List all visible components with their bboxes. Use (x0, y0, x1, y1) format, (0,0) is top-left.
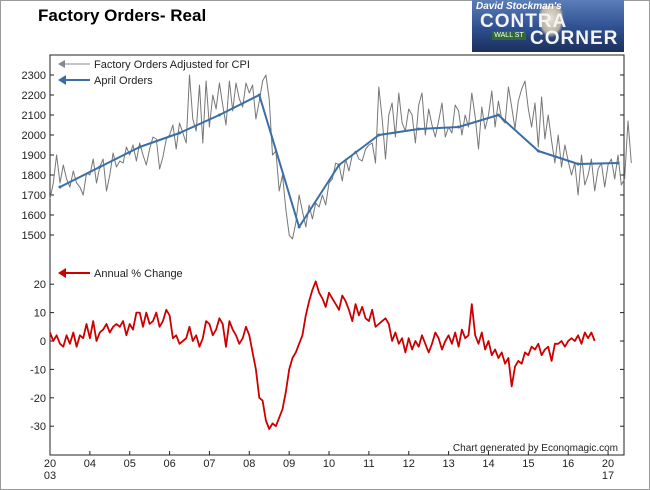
x-tick-label: 13 (442, 458, 454, 470)
x-tick-label: 05 (124, 458, 136, 470)
x-tick-label: 20 (44, 458, 56, 470)
april-orders-point (98, 165, 102, 169)
credit-text: Chart generated by Economagic.com (453, 443, 618, 454)
april-orders-point (576, 162, 580, 166)
y-tick-label-top: 1700 (22, 190, 46, 202)
x-tick-label: 08 (243, 458, 255, 470)
x-tick-label: 09 (283, 458, 295, 470)
x-tick-label: 11 (363, 458, 374, 470)
y-tick-label-bottom: -10 (30, 364, 46, 376)
april-orders-point (138, 145, 142, 149)
april-orders-point (178, 131, 182, 135)
y-tick-label-bottom: 0 (40, 336, 46, 348)
y-tick-label-bottom: -20 (30, 393, 46, 405)
y-tick-label-top: 1600 (22, 210, 46, 222)
x-tick-label: 15 (522, 458, 534, 470)
plot-area-border (49, 54, 625, 456)
x-tick-label: 04 (84, 458, 96, 470)
y-tick-label-top: 2300 (22, 70, 46, 82)
y-tick-label-bottom: 10 (34, 308, 46, 320)
y-tick-label-bottom: 20 (34, 279, 46, 291)
y-tick-label-top: 1800 (22, 170, 46, 182)
x-tick-label: 06 (163, 458, 175, 470)
x-tick-label: 16 (562, 458, 574, 470)
x-tick-label: 07 (203, 458, 215, 470)
april-orders-point (417, 127, 421, 131)
logo-line1: David Stockman's (476, 1, 562, 12)
april-orders-point (58, 185, 62, 189)
april-orders-point (297, 225, 301, 229)
contra-corner-logo: David Stockman's CONTRA WALL ST CORNER (472, 0, 624, 52)
april-orders-point (377, 133, 381, 137)
y-tick-label-top: 1900 (22, 150, 46, 162)
y-tick-label-top: 2000 (22, 130, 46, 142)
x-tick-label: 10 (323, 458, 335, 470)
logo-line3: CORNER (530, 28, 619, 49)
april-orders-point (257, 93, 261, 97)
legend-orders-label: Factory Orders Adjusted for CPI (94, 59, 250, 71)
april-orders-point (337, 163, 341, 167)
y-tick-label-bottom: -30 (30, 421, 46, 433)
series-annual-change-line (49, 280, 596, 430)
series-april-orders-line (59, 94, 619, 228)
series-factory-orders-line (49, 74, 632, 240)
y-tick-label-top: 2200 (22, 90, 46, 102)
capitol-dome-icon (538, 6, 564, 38)
x-tick-label-sub: 17 (602, 470, 614, 482)
x-tick-label-sub: 03 (44, 470, 56, 482)
april-orders-point (217, 113, 221, 117)
x-tick-label: 12 (403, 458, 415, 470)
april-orders-point (457, 125, 461, 129)
april-orders-point (536, 149, 540, 153)
y-tick-label-top: 2100 (22, 110, 46, 122)
logo-line2: CONTRA (480, 11, 568, 32)
april-orders-point (616, 161, 620, 165)
legend-orders-arrow-icon (58, 60, 65, 68)
x-tick-label: 14 (482, 458, 494, 470)
april-orders-point (496, 113, 500, 117)
legend-april-label: April Orders (94, 75, 153, 87)
x-tick-label: 20 (602, 458, 614, 470)
legend-annual-arrow-icon (58, 268, 66, 278)
legend-annual-label: Annual % Change (94, 268, 183, 280)
logo-street-sign: WALL ST (492, 31, 526, 40)
y-tick-label-top: 1500 (22, 230, 46, 242)
legend-april-arrow-icon (58, 75, 66, 85)
chart-title: Factory Orders- Real (38, 6, 207, 25)
